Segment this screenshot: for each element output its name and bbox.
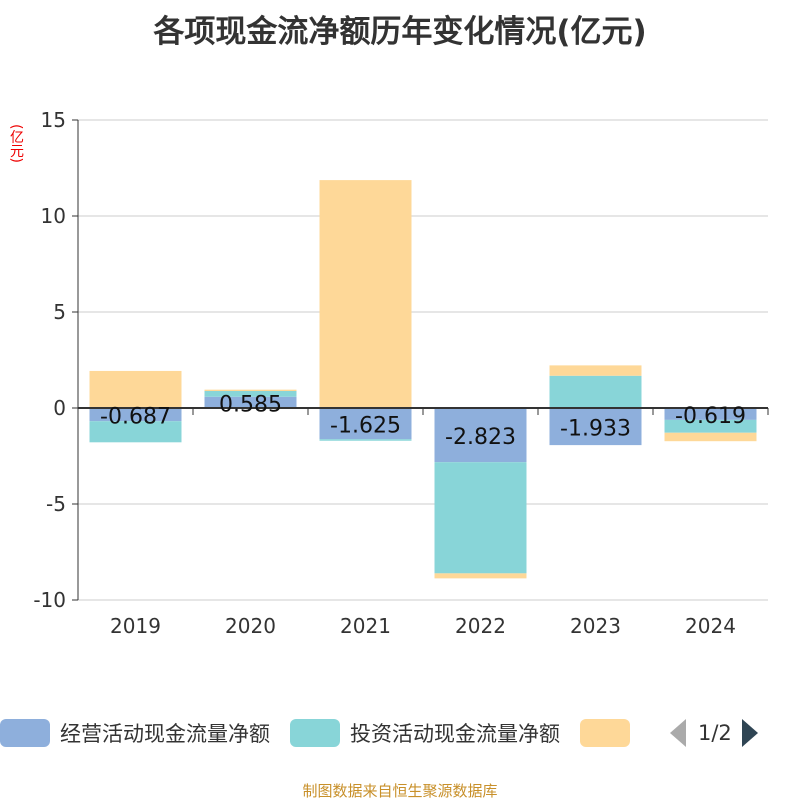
y-tick-label: -10 [33, 588, 66, 612]
bar-0-2021 [319, 408, 412, 440]
bar-2-2023 [549, 365, 642, 376]
y-tick-label: 10 [41, 204, 66, 228]
bar-1-2020 [204, 391, 297, 397]
y-tick-label: 15 [41, 108, 66, 132]
bar-0-2023 [549, 408, 642, 446]
bar-0-2020 [204, 396, 297, 408]
bar-0-2019 [89, 408, 182, 422]
bar-1-2024 [664, 419, 757, 433]
legend-swatch [580, 719, 630, 747]
bar-2-2021 [319, 180, 412, 408]
x-tick-label: 2022 [455, 614, 506, 638]
legend-prev-icon[interactable] [670, 719, 686, 747]
data-label: -1.625 [330, 414, 401, 439]
y-tick-label: 0 [53, 396, 66, 420]
y-axis-unit: (亿元) [8, 124, 24, 163]
bar-chart: 15 10 5 0 -5 -10 2019 2020 2021 2022 2023 2024 -0.68… [33, 108, 769, 638]
chart-title: 各项现金流净额历年变化情况(亿元) [153, 14, 647, 50]
legend-label: 经营活动现金流量净额 [60, 722, 270, 746]
bar-0-2024 [664, 408, 757, 420]
legend-item-third[interactable] [580, 719, 650, 747]
legend-swatch [0, 719, 50, 747]
x-tick-label: 2021 [340, 614, 391, 638]
data-label: -2.823 [445, 425, 516, 450]
data-label: -1.933 [560, 417, 631, 442]
legend-swatch [290, 719, 340, 747]
data-source: 制图数据来自恒生聚源数据库 [302, 782, 498, 800]
legend-item-operating[interactable]: 经营活动现金流量净额 [0, 718, 270, 748]
legend-item-investing[interactable]: 投资活动现金流量净额 [290, 718, 560, 748]
bar-2-2024 [664, 432, 757, 442]
legend: 经营活动现金流量净额 投资活动现金流量净额 1/2 [0, 718, 758, 748]
bar-1-2019 [89, 421, 182, 443]
bar-0-2022 [434, 408, 527, 463]
bar-2-2020 [204, 389, 297, 392]
x-tick-label: 2020 [225, 614, 276, 638]
y-tick-label: -5 [46, 492, 66, 516]
x-tick-label: 2023 [570, 614, 621, 638]
legend-page: 1/2 [698, 721, 732, 745]
bar-1-2023 [549, 375, 642, 408]
data-label: 0.585 [219, 392, 282, 417]
data-label: -0.687 [100, 405, 171, 430]
bar-1-2021 [319, 439, 412, 441]
data-label: -0.619 [675, 404, 746, 429]
y-tick-label: 5 [53, 300, 66, 324]
bar-2-2022 [434, 573, 527, 579]
bar-2-2019 [89, 370, 182, 408]
bar-1-2022 [434, 462, 527, 574]
x-tick-label: 2024 [685, 614, 736, 638]
legend-label: 投资活动现金流量净额 [350, 722, 560, 746]
legend-next-icon[interactable] [741, 719, 758, 747]
x-tick-label: 2019 [110, 614, 161, 638]
